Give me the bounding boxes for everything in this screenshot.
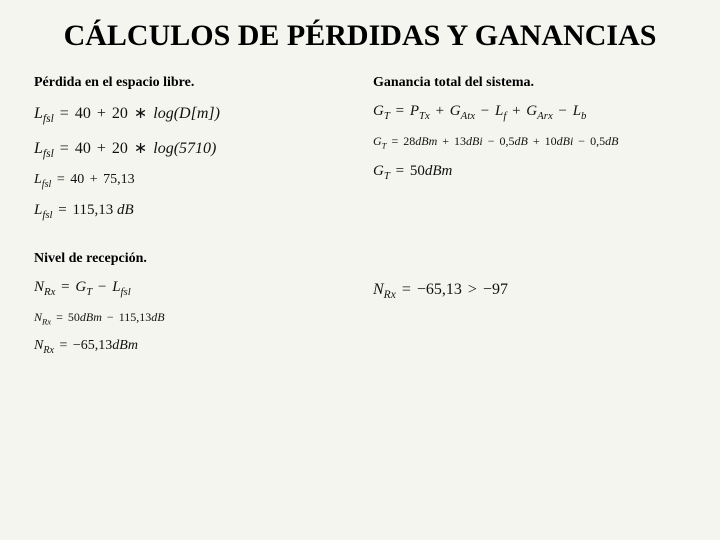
lower-left-heading: Nivel de recepción. [34, 251, 347, 267]
left-heading: Pérdida en el espacio libre. [34, 75, 347, 91]
lower-left-column: Nivel de recepción. NRx = GT − Lfsl NRx … [34, 251, 347, 368]
left-column: Pérdida en el espacio libre. Lfsl = 40 +… [34, 75, 347, 232]
right-heading: Ganancia total del sistema. [373, 75, 686, 91]
eq-lfsl-formula: Lfsl = 40 + 20 ∗ log(D[m]) [34, 103, 347, 125]
slide: CÁLCULOS DE PÉRDIDAS Y GANANCIAS Pérdida… [0, 0, 720, 540]
eq-lfsl-add: Lfsl = 40 + 75,13 [34, 172, 347, 190]
eq-lfsl-result: Lfsl = 115,13 dB [34, 202, 347, 221]
eq-gt-sub: GT = 28dBm + 13dBi − 0,5dB + 10dBi − 0,5… [373, 134, 686, 150]
eq-nrx-formula: NRx = GT − Lfsl [34, 279, 347, 298]
columns: Pérdida en el espacio libre. Lfsl = 40 +… [34, 75, 686, 232]
lower-right-column: NRx = −65,13 > −97 [373, 251, 686, 368]
eq-nrx-result: NRx = −65,13dBm [34, 338, 347, 356]
eq-gt-result: GT = 50dBm [373, 163, 686, 182]
slide-title: CÁLCULOS DE PÉRDIDAS Y GANANCIAS [34, 18, 686, 53]
lower-row: Nivel de recepción. NRx = GT − Lfsl NRx … [34, 251, 686, 368]
right-column: Ganancia total del sistema. GT = PTx + G… [373, 75, 686, 232]
eq-nrx-compare: NRx = −65,13 > −97 [373, 281, 686, 301]
eq-gt-formula: GT = PTx + GAtx − Lf + GArx − Lb [373, 103, 686, 122]
eq-nrx-sub: NRx = 50dBm − 115,13dB [34, 310, 347, 326]
eq-lfsl-sub: Lfsl = 40 + 20 ∗ log(5710) [34, 138, 347, 160]
